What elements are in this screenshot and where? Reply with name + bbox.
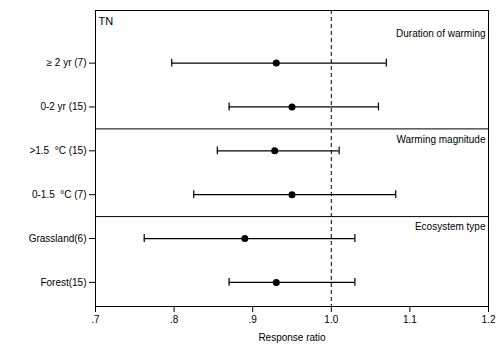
svg-text:1.1: 1.1: [403, 314, 417, 325]
svg-text:1.2: 1.2: [482, 314, 496, 325]
svg-text:Duration of warming: Duration of warming: [396, 28, 485, 39]
svg-text:0-2 yr (15): 0-2 yr (15): [40, 101, 86, 112]
svg-text:≥ 2 yr (7): ≥ 2 yr (7): [47, 57, 87, 68]
svg-text:Ecosystem type: Ecosystem type: [415, 221, 486, 232]
svg-text:.7: .7: [91, 314, 100, 325]
svg-text:.8: .8: [170, 314, 179, 325]
svg-text:.9: .9: [249, 314, 258, 325]
svg-text:Warming magnitude: Warming magnitude: [396, 134, 486, 145]
svg-text:Forest(15): Forest(15): [40, 277, 86, 288]
svg-text:TN: TN: [99, 15, 114, 27]
svg-text:1.0: 1.0: [324, 314, 338, 325]
svg-text:Grassland(6): Grassland(6): [29, 233, 87, 244]
svg-text:>1.5 °C (15): >1.5 °C (15): [29, 145, 86, 156]
svg-text:Response ratio: Response ratio: [258, 332, 326, 343]
svg-text:0-1.5 °C (7): 0-1.5 °C (7): [32, 189, 87, 200]
